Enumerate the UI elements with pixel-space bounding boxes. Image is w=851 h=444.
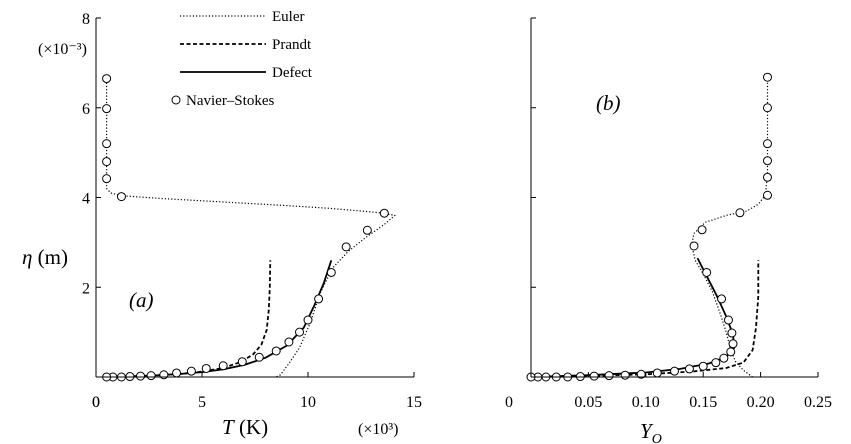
navier-stokes-point <box>102 139 112 149</box>
x-tick-label: 0.25 <box>804 394 832 411</box>
navier-stokes-point <box>762 103 772 113</box>
panel-b-plot <box>526 72 772 382</box>
legend-label: Euler <box>272 9 304 25</box>
navier-stokes-point <box>698 361 708 371</box>
legend-label: Navier–Stokes <box>186 93 274 109</box>
navier-stokes-point <box>186 366 196 376</box>
x-tick-label: 0 <box>92 394 100 411</box>
navier-stokes-point <box>727 328 737 338</box>
navier-stokes-point <box>728 339 738 349</box>
navier-stokes-point <box>697 225 707 235</box>
x-axis-label-b-subscript: O <box>652 432 662 444</box>
legend-marker-navier-stokes <box>171 95 181 105</box>
y-axis-multiplier: (×10⁻³) <box>38 41 87 58</box>
x-tick-label: 0.05 <box>574 394 602 411</box>
navier-stokes-point <box>652 368 662 378</box>
prandt-line <box>530 260 760 378</box>
x-axis-label-a: T (K) <box>222 415 268 439</box>
navier-stokes-point <box>341 242 351 252</box>
x-tick-label: 0.15 <box>689 394 717 411</box>
x-tick-label: 10 <box>300 394 316 411</box>
panel-a-plot <box>102 74 396 382</box>
navier-stokes-point <box>254 352 264 362</box>
navier-stokes-point <box>159 370 169 380</box>
euler-line <box>691 76 769 378</box>
x-tick-label: 5 <box>198 394 206 411</box>
y-tick-label: 2 <box>82 280 90 297</box>
navier-stokes-point <box>172 368 182 378</box>
navier-stokes-point <box>762 190 772 200</box>
y-axis-label: η (m) <box>22 245 68 269</box>
legend-label: Defect <box>272 65 313 81</box>
navier-stokes-point <box>589 371 599 381</box>
defect-line <box>530 257 736 378</box>
navier-stokes-point <box>326 267 336 277</box>
navier-stokes-point <box>146 371 156 381</box>
y-axis-label-symbol: η <box>22 245 32 269</box>
navier-stokes-point <box>689 241 699 251</box>
navier-stokes-point <box>762 172 772 182</box>
legend: Euler Prandt Defect Navier–Stokes <box>171 9 313 109</box>
navier-stokes-point <box>303 315 313 325</box>
navier-stokes-point <box>102 157 112 167</box>
x-tick-label: 0.20 <box>747 394 775 411</box>
x-tick-label: 0 <box>505 394 513 411</box>
navier-stokes-point <box>604 371 614 381</box>
panel-b-axes: 0 0.05 0.10 0.15 0.20 0.25 <box>505 17 832 411</box>
navier-stokes-point <box>684 364 694 374</box>
navier-stokes-point <box>102 74 112 84</box>
navier-stokes-point <box>314 294 324 304</box>
navier-stokes-point <box>379 208 389 218</box>
navier-stokes-point <box>295 327 305 337</box>
navier-stokes-point <box>362 225 372 235</box>
defect-line <box>106 260 333 378</box>
navier-stokes-point <box>726 347 736 357</box>
navier-stokes-point <box>717 294 727 304</box>
x-axis-label-b-symbol: Y <box>640 419 654 443</box>
navier-stokes-point <box>271 346 281 356</box>
navier-stokes-point <box>711 358 721 368</box>
x-axis-multiplier: (×10³) <box>358 421 398 438</box>
navier-stokes-point <box>102 174 112 184</box>
navier-stokes-point <box>762 156 772 166</box>
navier-stokes-point <box>762 72 772 82</box>
navier-stokes-point <box>702 267 712 277</box>
x-axis-label-b: YO <box>640 419 662 444</box>
navier-stokes-point <box>237 357 247 367</box>
navier-stokes-point <box>735 208 745 218</box>
x-tick-label: 0.10 <box>632 394 660 411</box>
navier-stokes-point <box>136 371 146 381</box>
panel-a-tag: (a) <box>129 288 154 312</box>
y-tick-label: 4 <box>82 191 90 208</box>
legend-label: Prandt <box>272 37 312 53</box>
y-tick-label: 8 <box>82 11 90 28</box>
x-tick-label: 0 <box>92 394 100 411</box>
navier-stokes-point <box>762 139 772 149</box>
navier-stokes-point <box>201 363 211 373</box>
navier-stokes-point <box>620 370 630 380</box>
navier-stokes-point <box>102 104 112 114</box>
euler-line <box>106 76 396 378</box>
x-axis-label-a-symbol: T <box>222 415 235 439</box>
x-tick-label: 15 <box>406 394 422 411</box>
navier-stokes-point <box>719 353 729 363</box>
navier-stokes-point <box>284 337 294 347</box>
panel-b-tag: (b) <box>596 91 621 115</box>
navier-stokes-point <box>218 361 228 371</box>
y-axis-label-unit: (m) <box>32 245 68 269</box>
navier-stokes-point <box>670 366 679 376</box>
navier-stokes-point <box>723 315 733 325</box>
y-tick-label: 6 <box>82 101 90 118</box>
x-axis-label-a-unit: (K) <box>234 415 268 439</box>
navier-stokes-point <box>116 192 126 202</box>
navier-stokes-point <box>636 369 646 379</box>
